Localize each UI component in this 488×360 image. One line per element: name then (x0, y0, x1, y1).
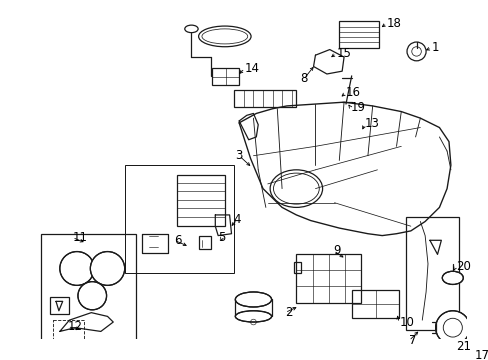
Circle shape (435, 311, 469, 345)
Circle shape (90, 252, 124, 285)
Bar (53, 320, 83, 341)
Text: 17: 17 (474, 349, 488, 360)
Circle shape (60, 252, 94, 285)
Ellipse shape (235, 292, 271, 307)
Bar (50, 297, 69, 314)
Text: 3: 3 (235, 149, 243, 162)
Text: 8: 8 (300, 72, 307, 85)
Bar (339, 21, 379, 48)
Text: 6: 6 (174, 234, 182, 247)
Bar (405, 217, 458, 329)
Text: 13: 13 (365, 117, 379, 130)
Bar (177, 175, 224, 226)
Text: 14: 14 (244, 62, 259, 75)
Text: 12: 12 (67, 320, 82, 333)
Bar (124, 165, 234, 273)
Ellipse shape (442, 271, 462, 284)
Text: 5: 5 (218, 231, 225, 244)
Text: 7: 7 (408, 334, 416, 347)
Bar (212, 68, 239, 85)
Text: 9: 9 (333, 244, 340, 257)
Text: 21: 21 (455, 340, 469, 353)
Text: 2: 2 (285, 306, 292, 319)
Bar (41, 234, 136, 346)
Bar (234, 90, 296, 107)
Text: 18: 18 (386, 17, 401, 30)
Text: 20: 20 (455, 260, 469, 273)
Bar (199, 235, 210, 249)
Ellipse shape (269, 170, 322, 207)
Text: 10: 10 (399, 316, 413, 329)
Text: 16: 16 (346, 86, 360, 99)
Text: 19: 19 (350, 101, 365, 114)
Bar (351, 290, 399, 318)
Bar (467, 234, 488, 346)
Text: 15: 15 (336, 47, 350, 60)
Text: 11: 11 (72, 231, 87, 244)
Ellipse shape (235, 311, 271, 322)
Text: 1: 1 (431, 41, 438, 54)
Text: 4: 4 (233, 213, 241, 226)
Bar (293, 262, 301, 273)
Circle shape (78, 282, 106, 310)
Bar (296, 255, 361, 303)
